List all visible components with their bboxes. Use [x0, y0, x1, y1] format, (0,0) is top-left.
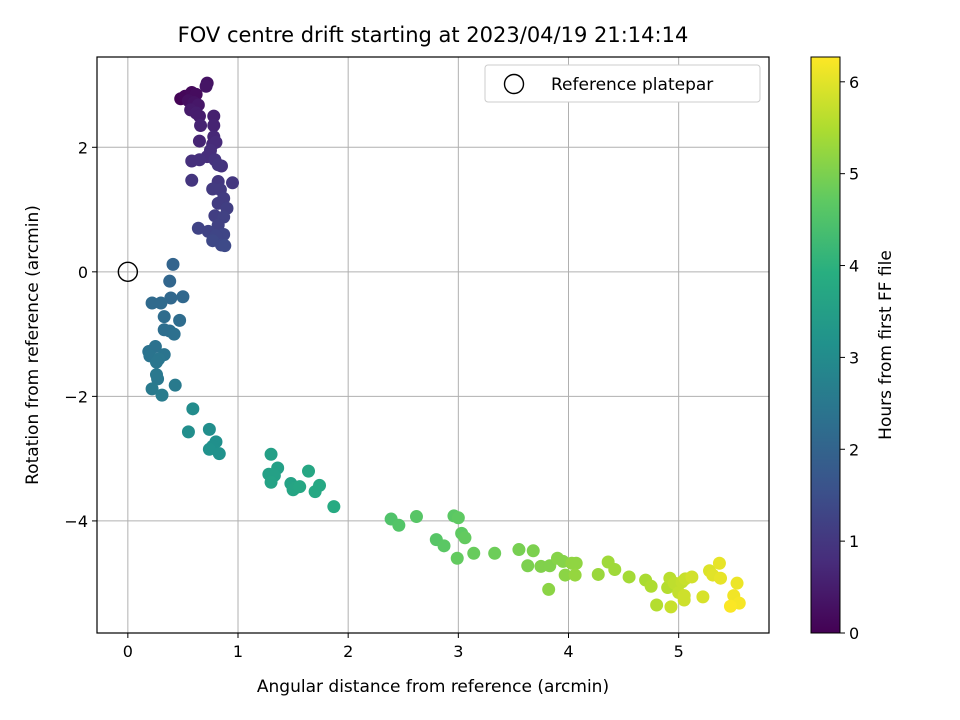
data-point: [173, 313, 187, 327]
colorbar-tick-label: 3: [849, 348, 859, 367]
data-point: [151, 372, 165, 386]
data-point: [451, 511, 465, 525]
data-point: [154, 296, 168, 310]
colorbar-tick-label: 1: [849, 532, 859, 551]
data-point: [608, 562, 622, 576]
plot-frame: [96, 56, 770, 634]
data-point: [211, 158, 225, 172]
data-point: [712, 556, 726, 570]
data-point: [714, 571, 728, 585]
data-point: [181, 425, 195, 439]
legend: Reference platepar: [484, 64, 761, 103]
data-point: [191, 221, 205, 235]
data-point: [677, 589, 691, 603]
y-tick-label: 2: [78, 138, 88, 157]
data-point: [163, 274, 177, 288]
colorbar-label: Hours from first FF file: [876, 250, 896, 440]
data-point: [155, 388, 169, 402]
data-point: [186, 402, 200, 416]
data-point: [327, 500, 341, 514]
legend-entry-reference: Reference platepar: [551, 75, 713, 95]
data-point: [644, 579, 658, 593]
data-point: [145, 382, 159, 396]
data-point: [226, 176, 240, 190]
data-point: [558, 568, 572, 582]
colorbar-gradient: [810, 56, 841, 634]
data-point: [207, 109, 221, 123]
legend-marker: [503, 73, 525, 95]
data-point: [207, 118, 221, 132]
x-axis-ticks: 0 1 2 3 4 5: [123, 633, 684, 661]
colorbar-tick-label: 5: [849, 165, 859, 184]
data-point: [157, 310, 171, 324]
data-point: [664, 600, 678, 614]
data-point: [730, 576, 744, 590]
data-point: [199, 79, 213, 93]
data-point: [512, 543, 526, 557]
colorbar: 0 1 2 3 4 5 6 Hours from first FF file: [810, 56, 896, 643]
data-point: [526, 544, 540, 558]
data-point: [467, 546, 481, 560]
reference-marker: [117, 261, 139, 283]
data-point: [192, 134, 206, 148]
data-point: [437, 539, 451, 553]
x-tick-label: 5: [674, 642, 684, 661]
data-point: [264, 475, 278, 489]
grid-lines: [97, 57, 769, 633]
data-point: [194, 118, 208, 132]
x-tick-label: 3: [453, 642, 463, 661]
data-point: [450, 551, 464, 565]
y-tick-label: 0: [78, 263, 88, 282]
data-point: [302, 464, 316, 478]
data-point: [591, 567, 605, 581]
y-axis-label: Rotation from reference (arcmin): [23, 205, 43, 485]
data-point: [202, 422, 216, 436]
data-point: [392, 518, 406, 532]
data-point: [409, 510, 423, 524]
data-point: [149, 355, 163, 369]
data-point: [168, 378, 182, 392]
data-point: [192, 153, 206, 167]
data-point: [308, 485, 322, 499]
data-point: [293, 480, 307, 494]
data-point: [542, 582, 556, 596]
data-point: [167, 327, 181, 341]
data-point: [458, 531, 472, 545]
colorbar-tick-label: 6: [849, 73, 859, 92]
data-point: [176, 290, 190, 304]
data-point: [488, 546, 502, 560]
data-point: [569, 556, 583, 570]
chart-title: FOV centre drift starting at 2023/04/19 …: [178, 23, 689, 47]
colorbar-ticks: 0 1 2 3 4 5 6: [840, 73, 859, 643]
x-tick-label: 4: [563, 642, 573, 661]
y-axis-ticks: −4 −2 0 2: [64, 138, 97, 531]
y-tick-label: −2: [64, 387, 88, 406]
data-point: [212, 447, 226, 461]
data-point: [164, 291, 178, 305]
legend-box: [484, 64, 761, 103]
data-point: [685, 570, 699, 584]
colorbar-tick-label: 2: [849, 440, 859, 459]
data-point: [264, 447, 278, 461]
data-point: [521, 559, 535, 573]
data-point: [568, 568, 582, 582]
data-point: [723, 599, 737, 613]
y-tick-label: −4: [64, 512, 88, 531]
data-point: [218, 239, 232, 253]
data-point: [650, 598, 664, 612]
x-tick-label: 0: [123, 642, 133, 661]
data-point: [696, 590, 710, 604]
data-point: [622, 570, 636, 584]
x-tick-label: 2: [343, 642, 353, 661]
data-point: [202, 442, 216, 456]
x-tick-label: 1: [233, 642, 243, 661]
data-points: [142, 76, 746, 614]
data-point: [166, 257, 180, 271]
x-axis-label: Angular distance from reference (arcmin): [257, 677, 609, 697]
data-point: [185, 173, 199, 187]
reference-marker-layer: [117, 261, 139, 283]
colorbar-tick-label: 0: [849, 624, 859, 643]
colorbar-tick-label: 4: [849, 257, 859, 276]
